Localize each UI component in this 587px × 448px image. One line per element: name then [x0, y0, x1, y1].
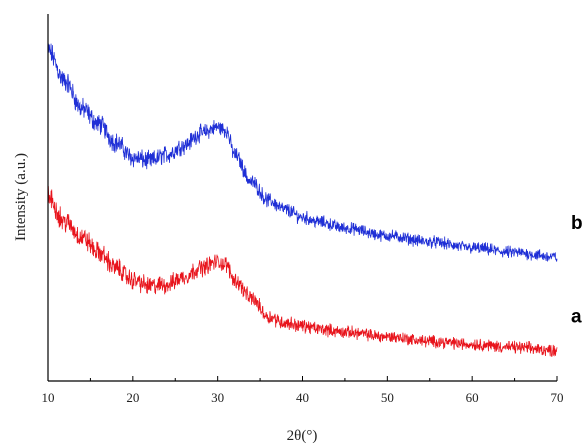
x-tick-label-30: 30: [211, 390, 224, 405]
series-label-b: b: [571, 213, 583, 234]
series-label-a: a: [571, 306, 582, 327]
x-tick-label-50: 50: [381, 390, 394, 405]
x-tick-label-10: 10: [42, 390, 55, 405]
series-line-a: [47, 186, 558, 357]
y-axis-title: Intensity (a.u.): [13, 153, 29, 241]
x-ticks: 10 20 30 40 50 60 70: [42, 376, 564, 405]
x-tick-label-40: 40: [296, 390, 309, 405]
series-labels: ba: [571, 213, 583, 327]
x-tick-label-70: 70: [551, 390, 564, 405]
plot-area: [47, 43, 558, 357]
x-tick-label-20: 20: [126, 390, 139, 405]
x-tick-label-60: 60: [466, 390, 479, 405]
series-line-b: [47, 43, 558, 262]
x-axis-title: 2θ(°): [287, 428, 318, 444]
